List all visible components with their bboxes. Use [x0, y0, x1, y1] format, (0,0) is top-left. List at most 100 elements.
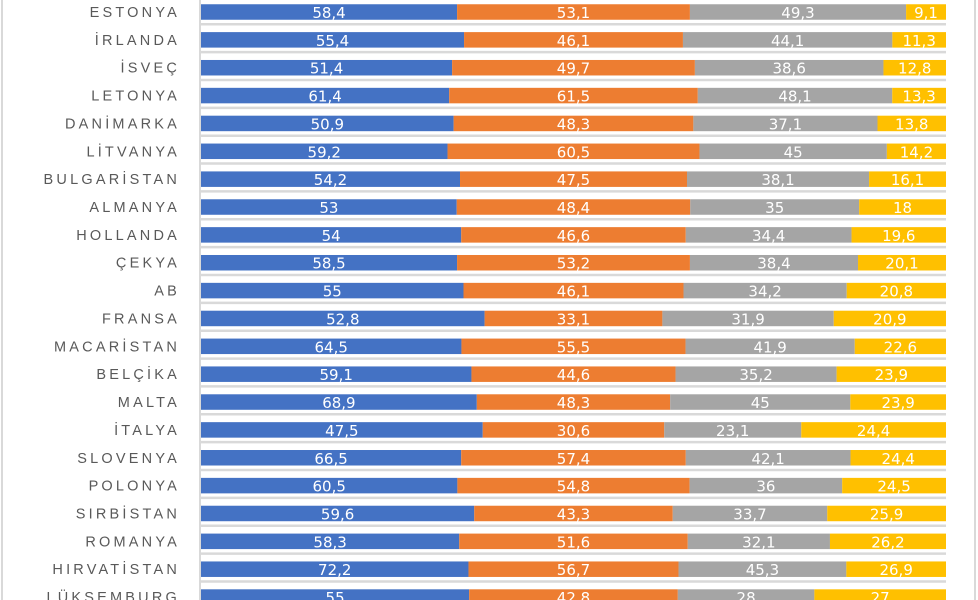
data-label: 59,6 — [321, 505, 354, 523]
bar-segment — [827, 505, 946, 522]
data-label: 9,1 — [914, 4, 938, 22]
data-label: 64,5 — [315, 338, 348, 356]
bar-segment — [471, 366, 676, 382]
bar-segment — [883, 59, 946, 76]
data-label: 13,8 — [895, 115, 928, 133]
category-label: İTALYA — [114, 421, 180, 439]
data-label: 25,9 — [870, 505, 903, 523]
bar-segment — [672, 505, 828, 522]
bar-segment — [685, 227, 852, 243]
bar-segment — [662, 310, 834, 327]
bar-segment — [685, 450, 851, 466]
category-label: ALMANYA — [89, 200, 180, 216]
data-label: 30,6 — [557, 422, 590, 440]
data-label: 48,3 — [557, 394, 590, 412]
data-label: 58,4 — [312, 4, 345, 22]
data-label: 55 — [326, 589, 345, 600]
bar-segment — [201, 32, 465, 48]
bar-segment — [464, 32, 683, 48]
data-label: 56,7 — [557, 561, 590, 579]
data-label: 44,1 — [771, 32, 804, 50]
category-label: LİTVANYA — [86, 142, 180, 160]
data-label: 59,2 — [308, 143, 341, 161]
data-label: 20,1 — [885, 255, 918, 273]
bar-segment — [699, 143, 887, 160]
data-label: 23,9 — [875, 366, 908, 384]
bar-segment — [687, 533, 830, 550]
bar-segment — [201, 477, 458, 494]
bar-segment — [678, 561, 847, 577]
data-label: 37,1 — [769, 115, 802, 133]
data-label: 22,6 — [884, 338, 917, 356]
data-label: 12,8 — [898, 60, 931, 78]
data-label: 49,3 — [781, 4, 814, 22]
data-label: 26,2 — [871, 533, 904, 551]
bar-segment — [694, 59, 884, 76]
bar-segment — [457, 4, 690, 20]
bar-segment — [201, 561, 469, 577]
category-label: BELÇİKA — [96, 365, 180, 383]
data-label: 68,9 — [322, 394, 355, 412]
bar-segment — [201, 366, 472, 382]
bar-segment — [689, 477, 843, 494]
bar-segment — [850, 450, 946, 466]
category-label: LETONYA — [91, 89, 180, 105]
bar-segment — [690, 199, 860, 215]
category-label: POLONYA — [89, 479, 180, 495]
data-label: 45 — [784, 143, 803, 161]
bar-segment — [675, 366, 837, 382]
bar-segment — [814, 589, 946, 600]
category-label: ESTONYA — [90, 5, 180, 21]
bar-segment — [850, 394, 946, 410]
bar-segment — [460, 171, 687, 187]
bar-segment — [859, 199, 946, 215]
data-label: 24,5 — [877, 478, 910, 496]
bar-segment — [858, 254, 946, 271]
data-label: 42,8 — [557, 589, 590, 600]
data-label: 59,1 — [320, 366, 353, 384]
bar-segment — [463, 282, 684, 299]
category-label: AB — [154, 284, 180, 300]
data-label: 24,4 — [857, 422, 890, 440]
category-label: ÇEKYA — [116, 256, 180, 272]
data-label: 46,1 — [557, 283, 590, 301]
category-label: SIRBİSTAN — [76, 504, 180, 522]
data-label: 61,4 — [308, 88, 341, 106]
category-label: BULGARİSTAN — [44, 170, 180, 188]
data-label: 47,5 — [325, 422, 358, 440]
bar-segment — [869, 171, 946, 187]
bar-segment — [201, 422, 483, 438]
bar-segment — [685, 338, 855, 355]
bar-segment — [829, 533, 946, 550]
category-label: HIRVATİSTAN — [52, 560, 180, 578]
bar-segment — [689, 254, 859, 271]
data-label: 60,5 — [557, 143, 590, 161]
bar-segment — [474, 505, 673, 522]
data-label: 54 — [322, 227, 341, 245]
bar-segment — [682, 32, 893, 48]
bar-segment — [201, 59, 453, 76]
data-label: 23,1 — [716, 422, 749, 440]
category-label: İRLANDA — [95, 31, 180, 49]
data-label: 72,2 — [318, 561, 351, 579]
bar-segment — [461, 227, 686, 243]
data-label: 26,9 — [879, 561, 912, 579]
bar-segment — [201, 338, 462, 355]
bar-segment — [886, 143, 946, 160]
category-label: DANİMARKA — [65, 114, 180, 132]
data-label: 48,1 — [778, 88, 811, 106]
bar-segment — [484, 310, 663, 327]
category-label: MACARİSTAN — [54, 337, 180, 355]
data-label: 38,4 — [757, 255, 790, 273]
data-label: 52,8 — [326, 310, 359, 328]
bar-segment — [457, 477, 690, 494]
data-label: 50,9 — [311, 115, 344, 133]
bar-segment — [468, 561, 679, 577]
data-label: 58,5 — [312, 255, 345, 273]
data-label: 55,5 — [557, 338, 590, 356]
data-label: 46,1 — [557, 32, 590, 50]
data-label: 60,5 — [312, 478, 345, 496]
bar-segment — [461, 338, 686, 355]
bar-segment — [664, 422, 802, 438]
